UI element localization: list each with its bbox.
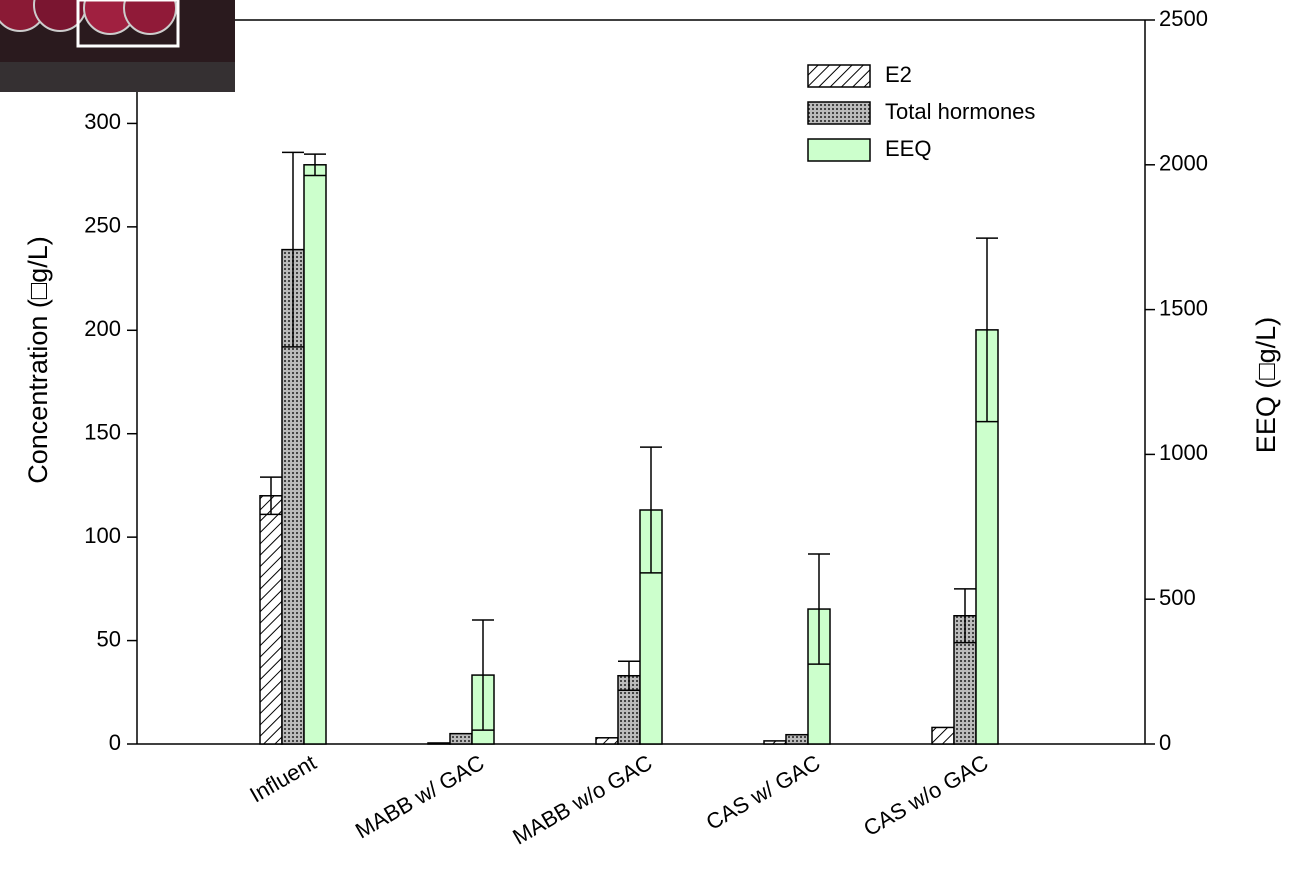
y-tick-label: 200 [84,316,121,341]
bar [428,743,450,744]
y-tick-label: 50 [97,626,121,651]
x-tick-label: CAS w/ GAC [702,750,825,835]
photo-inset [0,0,235,92]
legend-swatch [808,139,870,161]
chart: Concentration (□g/L) EEQ (□g/L) 0 50 100 15… [0,0,1293,868]
y2-axis-label: EEQ (□g/L) [1251,317,1281,453]
x-tick-label: MABB w/o GAC [508,750,656,850]
x-tick-label: MABB w/ GAC [351,750,489,844]
bar [450,734,472,744]
legend-swatch [808,102,870,124]
bar [786,735,808,744]
x-tick-label: Influent [245,750,320,808]
y-tick-label: 0 [109,730,121,755]
y-tick-label: 250 [84,213,121,238]
y2-tick-label: 0 [1159,730,1171,755]
y2-tick-label: 2000 [1159,151,1208,176]
y-axis-label: Concentration (□g/L) [23,236,53,483]
y-tick-label: 100 [84,523,121,548]
bar [932,727,954,744]
legend-label: E2 [885,62,912,87]
y2-tick-label: 1500 [1159,295,1208,320]
bar [304,165,326,744]
bar [764,741,786,744]
y2-tick-label: 2500 [1159,6,1208,31]
y2-tick-label: 500 [1159,585,1196,610]
y2-tick-label: 1000 [1159,440,1208,465]
legend-label: Total hormones [885,99,1035,124]
x-tick-label: CAS w/o GAC [859,750,992,841]
bar [260,496,282,744]
legend-label: EEQ [885,136,931,161]
legend-swatch [808,65,870,87]
bar [596,738,618,744]
y-tick-label: 150 [84,420,121,445]
y-tick-label: 300 [84,109,121,134]
